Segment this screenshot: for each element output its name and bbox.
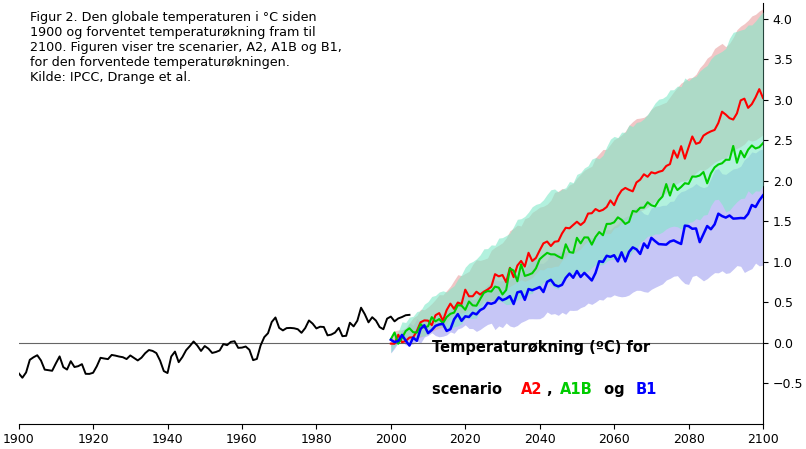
Text: og: og: [599, 383, 629, 397]
Text: Temperaturøkning (ºC) for: Temperaturøkning (ºC) for: [432, 340, 650, 355]
Text: Figur 2. Den globale temperaturen i °C siden
1900 og forventet temperaturøkning : Figur 2. Den globale temperaturen i °C s…: [30, 11, 342, 84]
Text: B1: B1: [635, 383, 657, 397]
Text: A2: A2: [521, 383, 542, 397]
Text: A1B: A1B: [559, 383, 592, 397]
Text: scenario: scenario: [432, 383, 507, 397]
Text: ,: ,: [547, 383, 558, 397]
